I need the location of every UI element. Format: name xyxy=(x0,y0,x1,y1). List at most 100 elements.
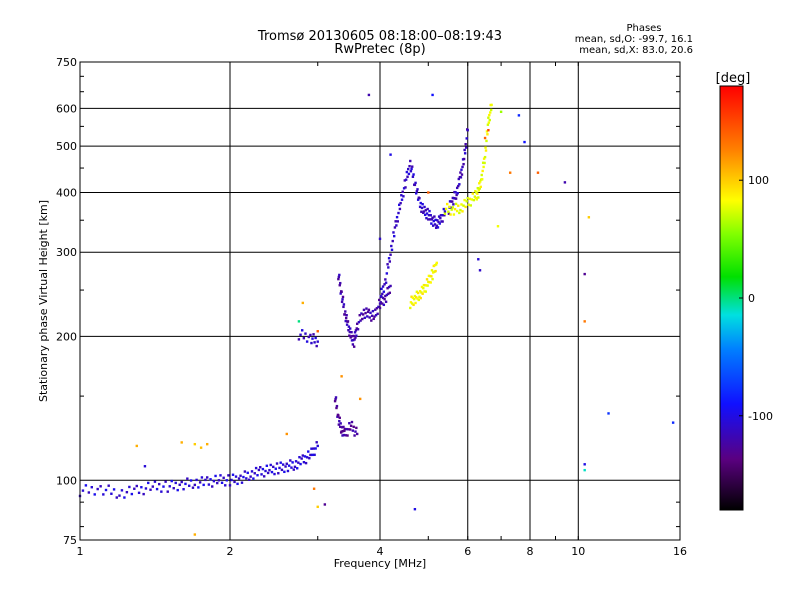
trace-point xyxy=(345,323,349,326)
scatter-point xyxy=(413,507,417,511)
trace-point xyxy=(294,460,298,463)
trace-point xyxy=(419,296,422,300)
trace-point xyxy=(429,214,432,217)
trace-point xyxy=(195,478,198,482)
trace-point xyxy=(483,161,486,165)
scatter-point xyxy=(523,140,526,144)
trace-point xyxy=(464,205,467,209)
trace-point xyxy=(382,290,386,293)
trace-point xyxy=(481,161,485,164)
trace-point xyxy=(459,171,462,174)
trace-point xyxy=(452,203,455,206)
trace-point xyxy=(490,103,493,107)
trace-point xyxy=(417,298,420,302)
trace-point xyxy=(147,481,150,485)
trace-point xyxy=(130,492,134,496)
trace-point xyxy=(459,176,463,179)
trace-point xyxy=(414,301,417,305)
trace-point xyxy=(135,484,138,488)
trace-point xyxy=(137,491,141,495)
scatter-point xyxy=(193,442,197,446)
trace-point xyxy=(409,306,412,310)
trace-point xyxy=(307,450,310,453)
trace-point xyxy=(219,474,222,477)
trace-point xyxy=(415,190,419,193)
trace-point xyxy=(170,479,173,483)
y-tick-label: 300 xyxy=(56,246,77,259)
scatter-point xyxy=(301,301,305,305)
trace-point xyxy=(444,207,448,211)
trace-point xyxy=(423,290,426,293)
trace-point xyxy=(364,311,367,315)
trace-point xyxy=(480,173,483,177)
y-tick-label: 200 xyxy=(56,330,77,343)
trace-point xyxy=(472,198,476,202)
trace-point xyxy=(381,285,385,288)
trace-point xyxy=(428,218,432,221)
trace-point xyxy=(361,313,365,316)
scatter-point xyxy=(340,375,343,378)
trace-point xyxy=(399,201,402,205)
trace-point xyxy=(422,211,425,215)
trace-point xyxy=(411,175,415,178)
trace-point xyxy=(249,475,252,478)
trace-point xyxy=(487,121,491,124)
trace-point xyxy=(107,484,110,487)
colorbar-gradient xyxy=(720,86,743,510)
trace-point xyxy=(342,305,345,309)
trace-point xyxy=(310,447,313,450)
trace-point xyxy=(484,149,488,152)
trace-point xyxy=(200,476,204,479)
trace-point xyxy=(344,310,347,313)
trace-point xyxy=(435,224,438,227)
colorbar-tick-label: -100 xyxy=(748,410,773,423)
trace-point xyxy=(419,201,422,205)
scatter-point xyxy=(378,237,382,241)
trace-point xyxy=(387,285,391,289)
trace-point xyxy=(234,475,238,478)
trace-point xyxy=(350,420,354,424)
trace-point xyxy=(425,284,428,287)
trace-point xyxy=(434,226,438,230)
trace-point xyxy=(488,113,491,117)
trace-point xyxy=(301,454,305,457)
trace-point xyxy=(375,307,379,310)
trace-point xyxy=(413,297,416,301)
chart-subtitle: RwPretec (8p) xyxy=(334,42,425,57)
scatter-point xyxy=(587,216,591,219)
scatter-point xyxy=(312,487,316,490)
trace-point xyxy=(343,429,346,432)
trace-point xyxy=(250,470,254,473)
scatter-point xyxy=(563,181,567,184)
trace-point xyxy=(433,264,437,267)
trace-point xyxy=(361,317,364,321)
scatter-point xyxy=(671,421,675,424)
y-tick-label: 500 xyxy=(56,140,77,153)
trace-point xyxy=(284,465,287,468)
trace-point xyxy=(337,275,341,279)
trace-point xyxy=(264,469,267,473)
trace-point xyxy=(368,316,371,319)
trace-point xyxy=(355,327,358,330)
scatter-point xyxy=(478,269,482,272)
trace-point xyxy=(420,291,423,294)
trace-point xyxy=(396,220,399,223)
trace-point xyxy=(383,297,386,301)
trace-point xyxy=(413,294,417,298)
trace-point xyxy=(204,478,207,482)
trace-point xyxy=(389,284,392,288)
trace-point xyxy=(465,200,468,203)
trace-point xyxy=(356,322,359,325)
scatter-point xyxy=(499,110,503,114)
trace-point xyxy=(416,291,420,295)
trace-point xyxy=(387,266,390,269)
trace-point xyxy=(407,172,411,176)
trace-point xyxy=(93,493,96,496)
trace-point xyxy=(462,157,466,161)
trace-point xyxy=(407,167,410,171)
trace-point xyxy=(254,466,258,470)
trace-point xyxy=(377,305,380,309)
trace-point xyxy=(411,296,415,300)
trace-point xyxy=(239,474,242,477)
